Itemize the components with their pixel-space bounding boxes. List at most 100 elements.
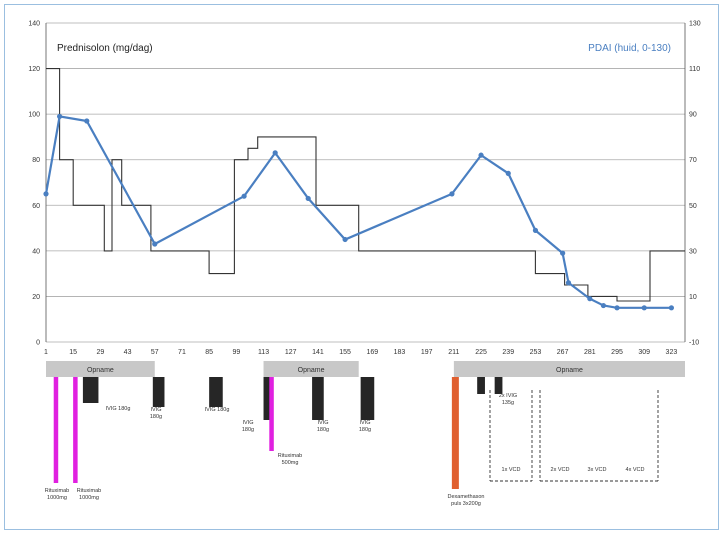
y-right-tick-label: -10 — [689, 340, 699, 347]
opname-bar — [46, 361, 155, 377]
y-right-tick-label: 50 — [689, 203, 697, 210]
opname-bar — [263, 361, 359, 377]
pdai-point — [641, 305, 647, 311]
y-left-tick-label: 20 — [32, 294, 40, 301]
y-right-tick-label: 110 — [689, 66, 700, 73]
pdai-point — [565, 280, 572, 286]
x-tick-label: 141 — [312, 349, 324, 356]
y-right-tick-label: 10 — [689, 294, 697, 301]
pdai-point — [449, 191, 455, 197]
y-left-tick-label: 40 — [32, 248, 40, 255]
pdai-point — [84, 118, 90, 124]
vcd-label: 4x VCD — [626, 467, 645, 473]
x-tick-label: 323 — [666, 349, 678, 356]
y-left-tick-label: 60 — [32, 203, 40, 210]
drug-label: 500mg — [282, 460, 299, 466]
x-tick-label: 43 — [124, 349, 132, 356]
x-tick-label: 309 — [638, 349, 650, 356]
ivig-label: IVIG — [359, 420, 370, 426]
opname-label: Opname — [298, 367, 325, 374]
ivig-label: IVIG 180g — [205, 407, 230, 413]
vcd-label: 1x VCD — [502, 467, 521, 473]
ivig-label: 180g — [242, 427, 254, 433]
x-tick-label: 1 — [44, 349, 48, 356]
prednisolon-line — [46, 68, 685, 302]
x-tick-label: 267 — [557, 349, 569, 356]
y-left-tick-label: 80 — [32, 157, 40, 164]
pdai-point — [505, 170, 511, 176]
pdai-point — [152, 241, 158, 247]
drug-bar — [269, 377, 274, 451]
opname-bar — [453, 361, 685, 377]
y-left-tick-label: 140 — [28, 21, 40, 28]
x-tick-label: 197 — [421, 349, 433, 356]
x-tick-label: 99 — [232, 349, 240, 356]
x-tick-label: 127 — [285, 349, 297, 356]
x-tick-label: 85 — [205, 349, 213, 356]
pdai-point — [272, 150, 278, 156]
ivig-bar — [152, 377, 165, 407]
y-right-tick-label: 90 — [689, 112, 697, 119]
ivig-label: 135g — [502, 400, 514, 406]
drug-label: 1000mg — [47, 495, 67, 501]
pdai-point — [478, 152, 484, 158]
drug-label: 1000mg — [79, 495, 99, 501]
ivig-bar — [360, 377, 375, 420]
ivig-bar — [263, 377, 274, 420]
pdai-point — [587, 296, 593, 302]
chart-svg: 0 20 40 60 80 100 120 140 -10 10 30 50 70 90 110 130 1 15… — [28, 21, 701, 508]
ivig-label: IVIG — [317, 420, 328, 426]
ivig-bar — [312, 377, 324, 420]
vcd-label: 3x VCD — [588, 467, 607, 473]
y-left-tick-label: 100 — [28, 112, 40, 119]
x-tick-label: 57 — [151, 349, 159, 356]
ivig-bar — [82, 377, 99, 403]
ivig-label: 180g — [317, 427, 329, 433]
y-right-tick-label: 30 — [689, 248, 697, 255]
drug-label: Rituximab — [278, 453, 302, 459]
title-right: PDAI (huid, 0-130) — [588, 43, 671, 54]
x-tick-label: 253 — [530, 349, 542, 356]
opname-label: Opname — [556, 367, 583, 374]
pdai-point — [342, 236, 348, 243]
x-tick-label: 239 — [502, 349, 514, 356]
pdai-point — [600, 302, 607, 309]
pdai-point — [614, 305, 620, 311]
pdai-point — [560, 250, 566, 256]
ivig-label: IVIG 180g — [106, 406, 131, 412]
y-left-tick-label: 0 — [36, 340, 40, 347]
pdai-point — [532, 227, 539, 233]
x-tick-label: 155 — [339, 349, 351, 356]
x-tick-label: 15 — [69, 349, 77, 356]
x-tick-label: 113 — [258, 349, 269, 356]
pdai-point — [43, 191, 49, 197]
pdai-point — [668, 305, 675, 311]
x-tick-label: 211 — [448, 349, 459, 356]
drug-label: puls 3x200g — [451, 501, 481, 507]
x-tick-label: 71 — [178, 349, 186, 356]
drug-bar — [73, 377, 78, 483]
ivig-label: IVIG — [242, 420, 253, 426]
ivig-label: 180g — [150, 414, 162, 420]
drug-bar — [451, 377, 459, 489]
title-left: Prednisolon (mg/dag) — [57, 43, 153, 54]
ivig-label: 2x IVIG — [499, 393, 517, 399]
drug-bar — [53, 377, 59, 483]
y-right-tick-label: 70 — [689, 157, 697, 164]
y-left-tick-label: 120 — [28, 66, 40, 73]
drug-label: Dexamethason — [448, 494, 485, 500]
drug-label: Rituximab — [45, 488, 69, 494]
y-right-tick-label: 130 — [689, 21, 701, 28]
ivig-bar — [494, 377, 503, 394]
pdai-point — [241, 193, 247, 199]
ivig-bar — [209, 377, 223, 407]
opname-label: Opname — [87, 367, 114, 374]
x-tick-label: 169 — [366, 349, 378, 356]
ivig-label: 180g — [359, 427, 371, 433]
x-tick-label: 29 — [96, 349, 104, 356]
x-tick-label: 183 — [394, 349, 406, 356]
pdai-point — [56, 113, 63, 120]
x-tick-label: 295 — [611, 349, 623, 356]
ivig-label: IVIG — [150, 407, 161, 413]
x-tick-label: 281 — [584, 349, 596, 356]
